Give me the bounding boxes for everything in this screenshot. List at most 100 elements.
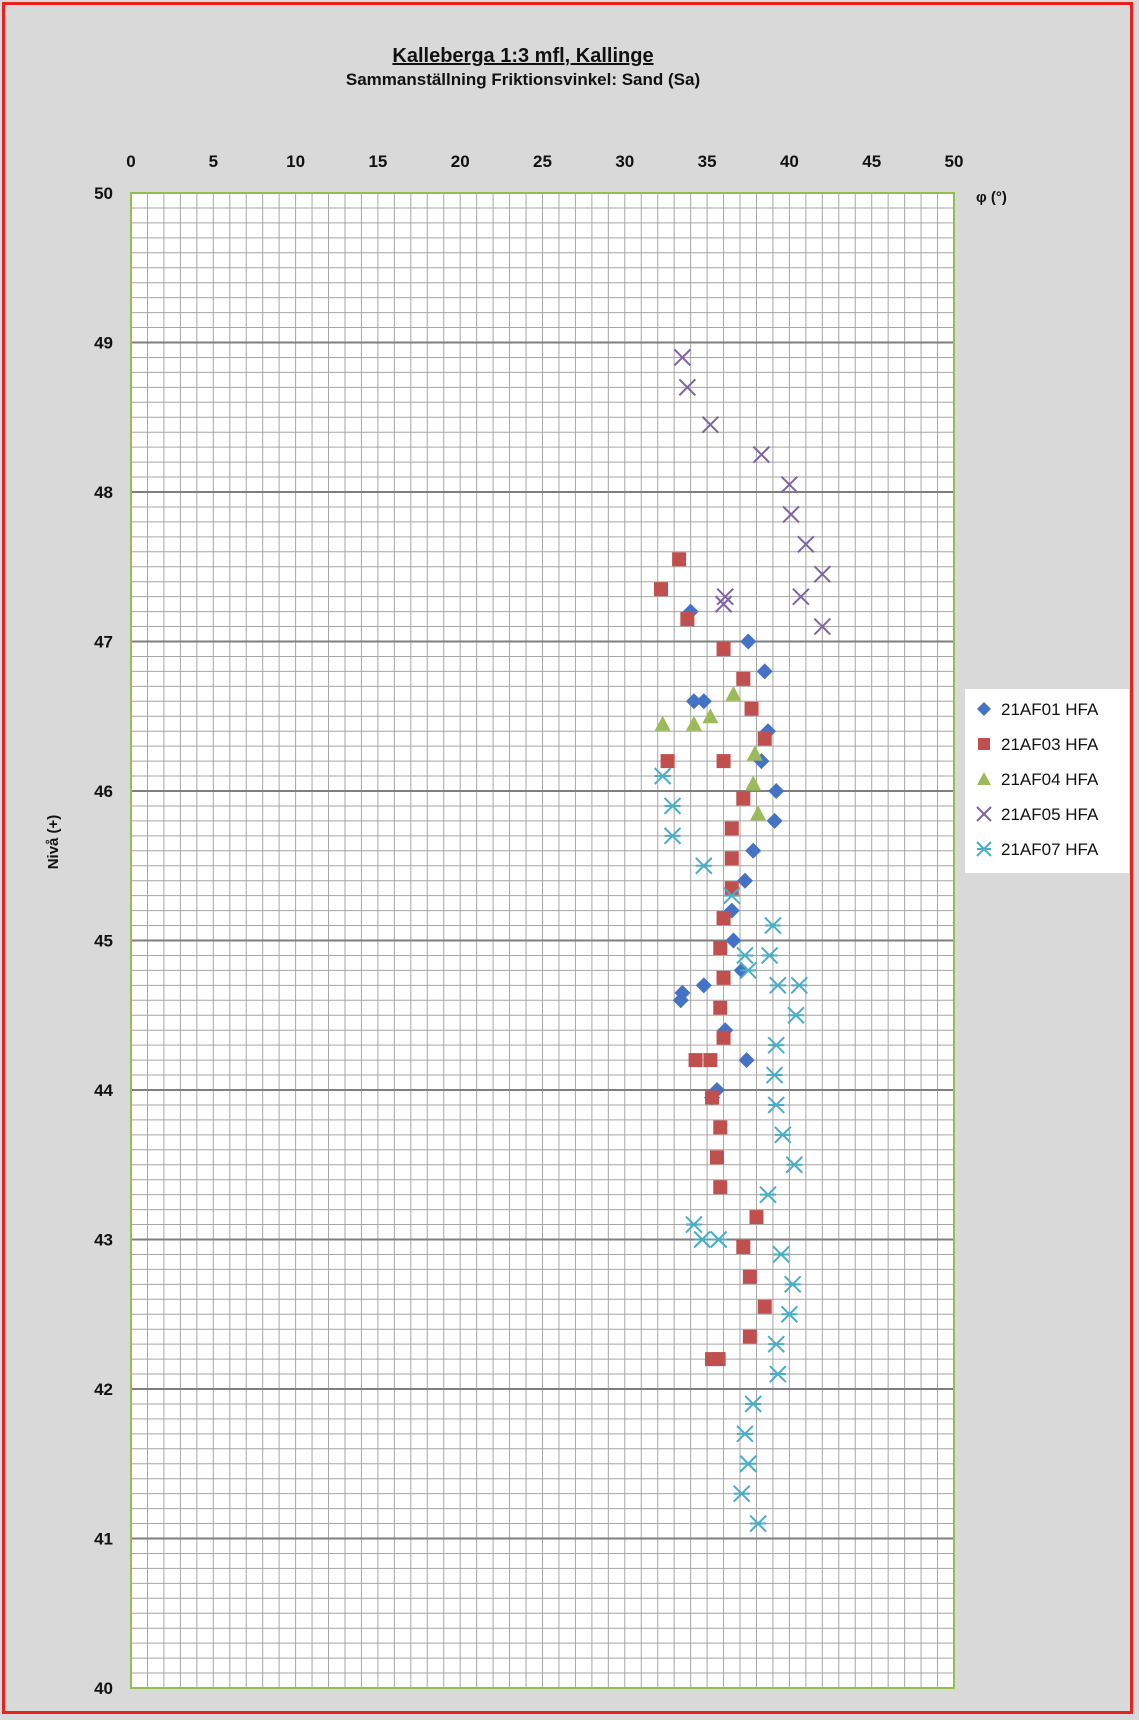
x-tick-label: 20	[451, 152, 470, 171]
data-point	[767, 1036, 785, 1054]
data-point	[672, 552, 687, 567]
data-point	[780, 1305, 799, 1323]
data-point	[714, 595, 733, 613]
data-point	[766, 812, 783, 829]
data-point	[736, 671, 751, 686]
chart-subtitle: Sammanställning Friktionsvinkel: Sand (S…	[346, 70, 700, 89]
data-point	[752, 445, 771, 464]
data-point	[703, 1053, 718, 1068]
data-point	[976, 841, 992, 857]
data-point	[709, 1150, 724, 1165]
data-point	[701, 416, 720, 434]
series-4	[673, 348, 832, 636]
data-point	[782, 505, 800, 524]
data-point	[736, 872, 753, 889]
x-tick-label: 50	[945, 152, 964, 171]
data-point	[977, 772, 991, 785]
data-point	[978, 738, 990, 750]
legend-label: 21AF03 HFA	[1001, 735, 1099, 754]
data-point	[783, 1275, 802, 1294]
series-1	[672, 603, 785, 1106]
data-point	[757, 731, 772, 746]
data-point	[654, 582, 669, 597]
data-point	[736, 1425, 754, 1443]
data-point	[769, 1365, 787, 1383]
data-point	[693, 1230, 711, 1249]
data-point	[790, 976, 808, 995]
data-point	[744, 701, 759, 716]
data-point	[749, 1210, 764, 1225]
plot-border	[130, 192, 955, 1689]
data-point	[716, 587, 734, 606]
data-points	[653, 348, 832, 1533]
data-point	[742, 1269, 757, 1284]
data-point	[685, 715, 702, 731]
data-point	[977, 702, 991, 716]
data-point	[742, 1329, 757, 1344]
data-point	[785, 1156, 804, 1174]
x-tick-label: 35	[698, 152, 717, 171]
x-tick-label: 0	[126, 152, 135, 171]
legend-label: 21AF07 HFA	[1001, 840, 1099, 859]
data-point	[724, 821, 739, 836]
data-point	[976, 806, 992, 822]
plot-grid	[130, 192, 955, 1689]
y-tick-labels: 50 49 48 47 46 45 44 43 42 41 40	[94, 184, 113, 1698]
data-point	[739, 961, 757, 980]
data-point	[764, 916, 782, 935]
data-point	[813, 617, 832, 636]
data-point	[653, 767, 672, 785]
data-point	[797, 535, 815, 554]
data-point	[740, 633, 757, 650]
data-point	[760, 946, 779, 965]
data-point	[674, 984, 691, 1001]
series-5	[653, 767, 808, 1533]
y-tick-label: 43	[94, 1231, 113, 1250]
x-tick-label: 10	[286, 152, 305, 171]
data-point	[745, 842, 762, 859]
data-point	[695, 693, 712, 710]
data-point	[792, 587, 810, 606]
data-point	[716, 911, 731, 926]
y-axis-label: Nivå (+)	[45, 815, 62, 870]
data-point	[725, 685, 742, 701]
data-point	[713, 1000, 728, 1015]
data-point	[745, 775, 762, 791]
legend-label: 21AF05 HFA	[1001, 805, 1099, 824]
data-point	[757, 1299, 772, 1314]
data-point	[713, 940, 728, 955]
data-point	[680, 612, 695, 627]
data-point	[716, 970, 731, 985]
data-point	[716, 754, 731, 769]
data-point	[711, 1352, 726, 1367]
x-tick-label: 40	[780, 152, 799, 171]
data-point	[702, 708, 719, 724]
chart-title: Kalleberga 1:3 mfl, Kallinge	[392, 45, 653, 67]
x-tick-labels: 0 5 10 15 20 25 30 35 40 45 50	[126, 152, 963, 171]
y-tick-label: 45	[94, 932, 113, 951]
x-tick-label: 45	[862, 152, 881, 171]
data-point	[738, 1052, 755, 1069]
data-point	[756, 663, 773, 680]
y-tick-label: 48	[94, 483, 113, 502]
data-point	[725, 932, 742, 949]
data-point	[746, 745, 763, 761]
y-tick-label: 50	[94, 184, 113, 203]
data-point	[780, 475, 799, 494]
data-point	[663, 797, 682, 815]
data-point	[673, 348, 692, 367]
data-point	[695, 977, 712, 994]
data-point	[695, 857, 713, 875]
x-tick-label: 30	[615, 152, 634, 171]
series-3	[654, 685, 767, 821]
data-point	[688, 1053, 703, 1068]
y-tick-label: 44	[94, 1081, 113, 1100]
data-point	[716, 641, 731, 656]
data-point	[685, 693, 702, 710]
friction-angle-chart: Kalleberga 1:3 mfl, Kallinge Sammanställ…	[45, 45, 1129, 1698]
x-tick-label: 25	[533, 152, 552, 171]
data-point	[750, 805, 767, 821]
data-point	[732, 1484, 751, 1503]
data-point	[736, 791, 751, 806]
data-point	[713, 1180, 728, 1195]
